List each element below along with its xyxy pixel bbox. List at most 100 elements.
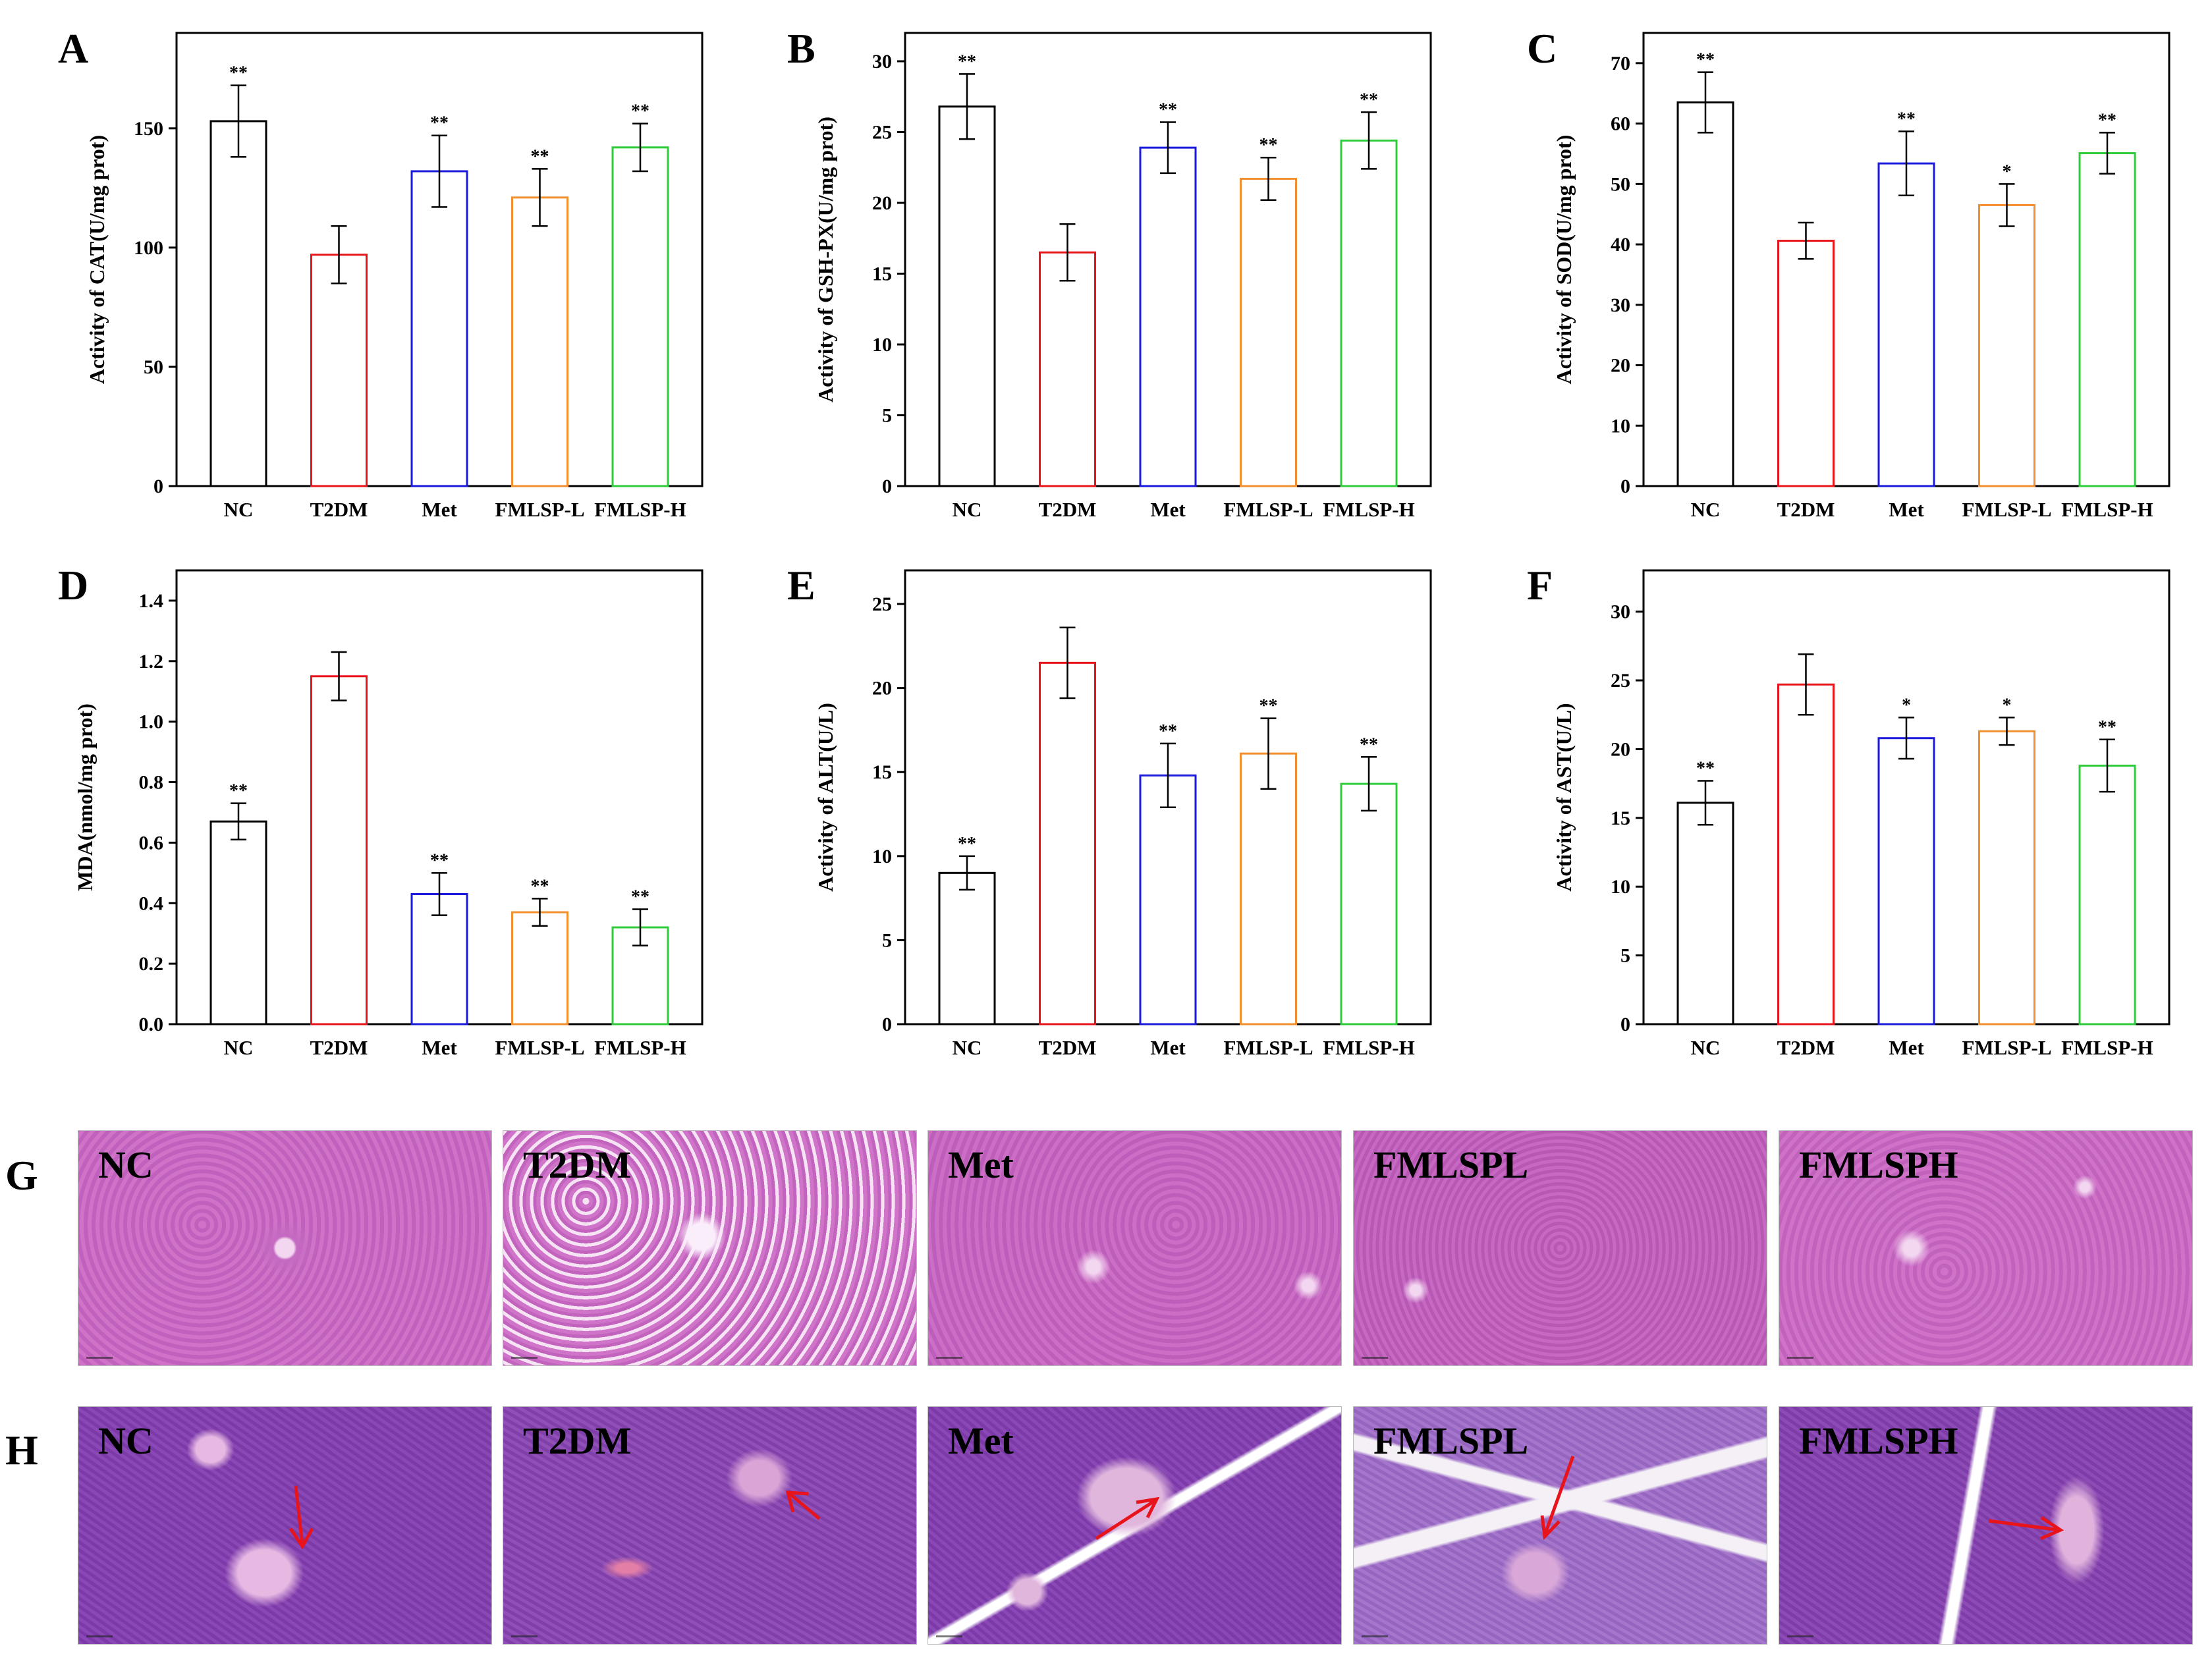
chart-c-y-tick-label: 60 (1611, 113, 1630, 135)
pancreas-label-fmlsph: FMLSPH (1799, 1419, 1958, 1462)
chart-f-category-label: T2DM (1777, 1036, 1835, 1059)
chart-a-category-label: NC (224, 498, 254, 521)
chart-c-y-tick-label: 30 (1611, 294, 1630, 316)
chart-a-y-tick-label: 150 (134, 118, 163, 140)
chart-b-y-tick-label: 30 (872, 51, 892, 72)
chart-a-category-label: T2DM (310, 498, 368, 521)
pancreas-image-t2dm: T2DM (503, 1406, 917, 1645)
chart-b-category-label: NC (953, 498, 982, 521)
chart-c-bar-t2dm (1777, 240, 1835, 487)
chart-e-category-label: NC (953, 1036, 982, 1059)
chart-d-y-tick-label: 1.0 (139, 711, 164, 733)
red-arrow-icon (1540, 1456, 1575, 1541)
chart-e-y-tick-label: 20 (872, 678, 892, 699)
chart-c-y-axis-title: Activity of SOD(U/mg prot) (1552, 135, 1576, 385)
chart-f-bar-met (1877, 737, 1935, 1025)
chart-f-y-axis-title: Activity of AST(U/L) (1552, 703, 1576, 891)
chart-a-panel-letter: A (58, 25, 88, 72)
chart-b-bar-fmlsp-l (1240, 177, 1297, 487)
chart-d-bar-t2dm (310, 675, 368, 1025)
chart-c-bar-fmlsp-h (2078, 152, 2136, 487)
chart-c-y-tick-label: 40 (1611, 234, 1630, 256)
liver-label-t2dm: T2DM (523, 1143, 632, 1186)
chart-a-bar-nc (209, 120, 267, 487)
chart-d-y-tick-label: 0.2 (139, 953, 164, 975)
chart-d-y-axis-title: MDA(nmol/mg prot) (73, 703, 97, 891)
red-arrow-icon (785, 1490, 821, 1520)
chart-a-bar-fmlsp-l (511, 196, 568, 487)
chart-e-y-tick-label: 25 (872, 593, 892, 615)
chart-f-y-tick-label: 25 (1611, 670, 1630, 692)
chart-c-y-tick-label: 0 (1620, 476, 1630, 497)
chart-a-bar-fmlsp-h (611, 146, 669, 487)
pancreas-image-fmlspl: FMLSPL (1353, 1406, 1767, 1645)
chart-e-y-axis-title: Activity of ALT(U/L) (814, 703, 837, 892)
scale-bar (1362, 1357, 1388, 1359)
chart-f-y-tick-label: 20 (1611, 738, 1630, 760)
chart-e-category-label: Met (1150, 1036, 1186, 1059)
chart-d-y-tick-label: 0.8 (139, 772, 164, 794)
scale-bar (511, 1357, 538, 1359)
chart-d-category-label: FMLSP-H (594, 1036, 686, 1059)
liver-image-fmlspl: FMLSPL (1353, 1130, 1767, 1366)
chart-e-significance-mark: ** (1259, 696, 1278, 717)
chart-d-category-label: Met (422, 1036, 457, 1059)
chart-e-category-label: FMLSP-L (1223, 1036, 1313, 1059)
chart-d-y-tick-label: 0.6 (139, 832, 164, 854)
chart-f-significance-mark: * (2003, 695, 2012, 715)
chart-e-bar-nc (938, 871, 996, 1025)
chart-c-category-label: T2DM (1777, 498, 1835, 521)
chart-e-y-tick-label: 5 (882, 929, 892, 951)
chart-b-bar-met (1139, 146, 1197, 487)
chart-f-category-label: NC (1691, 1036, 1721, 1059)
chart-d-category-label: T2DM (310, 1036, 368, 1059)
scale-bar (1362, 1635, 1388, 1637)
chart-b-bar-t2dm (1039, 251, 1096, 487)
chart-a-bar-met (410, 170, 468, 487)
panel-letter-G: G (5, 1152, 38, 1199)
red-arrow-icon (289, 1485, 314, 1550)
chart-c-y-tick-label: 10 (1611, 415, 1630, 437)
chart-b-y-tick-label: 20 (872, 192, 892, 214)
liver-image-met: Met (927, 1130, 1342, 1366)
chart-c-significance-mark: ** (1696, 50, 1715, 70)
chart-b-y-tick-label: 25 (872, 122, 892, 144)
chart-c-significance-mark: ** (2098, 110, 2116, 130)
chart-f-category-label: Met (1889, 1036, 1924, 1059)
pancreas-image-fmlsph: FMLSPH (1779, 1406, 2193, 1645)
chart-e-significance-mark: ** (1159, 721, 1177, 742)
chart-e-bar-fmlsp-l (1240, 752, 1297, 1025)
pancreas-image-met: Met (927, 1406, 1342, 1645)
chart-e-bar-fmlsp-h (1340, 782, 1398, 1025)
chart-a-significance-mark: ** (430, 113, 449, 134)
chart-c-category-label: Met (1889, 498, 1924, 521)
chart-a-category-label: Met (422, 498, 457, 521)
chart-d-category-label: NC (224, 1036, 254, 1059)
chart-d-bar-nc (209, 820, 267, 1025)
chart-f-bar-t2dm (1777, 683, 1835, 1025)
scale-bar (86, 1635, 113, 1637)
pancreas-label-nc: NC (98, 1419, 153, 1462)
chart-b-significance-mark: ** (958, 51, 976, 72)
chart-b-panel-letter: B (787, 25, 816, 72)
scale-bar (86, 1357, 113, 1359)
chart-d-significance-mark: ** (531, 876, 549, 896)
chart-d-category-label: FMLSP-L (495, 1036, 584, 1059)
chart-c-significance-mark: * (2003, 161, 2012, 182)
chart-e-significance-mark: ** (958, 834, 976, 854)
red-arrow-icon (1988, 1516, 2064, 1541)
chart-d-y-tick-label: 1.2 (139, 651, 164, 672)
chart-c-bar-fmlsp-l (1978, 204, 2035, 487)
chart-f-panel-letter: F (1527, 562, 1553, 609)
chart-f-bar-nc (1676, 802, 1734, 1025)
chart-b-category-label: Met (1150, 498, 1186, 521)
chart-d-y-tick-label: 0.4 (139, 892, 164, 914)
scale-bar (936, 1635, 962, 1637)
pancreas-label-t2dm: T2DM (523, 1419, 632, 1462)
chart-c-plot-frame (1642, 32, 2171, 487)
chart-c-bar-met (1877, 162, 1935, 487)
liver-image-nc: NC (78, 1130, 492, 1366)
chart-e-y-tick-label: 15 (872, 761, 892, 783)
chart-e-panel-letter: E (787, 562, 816, 609)
